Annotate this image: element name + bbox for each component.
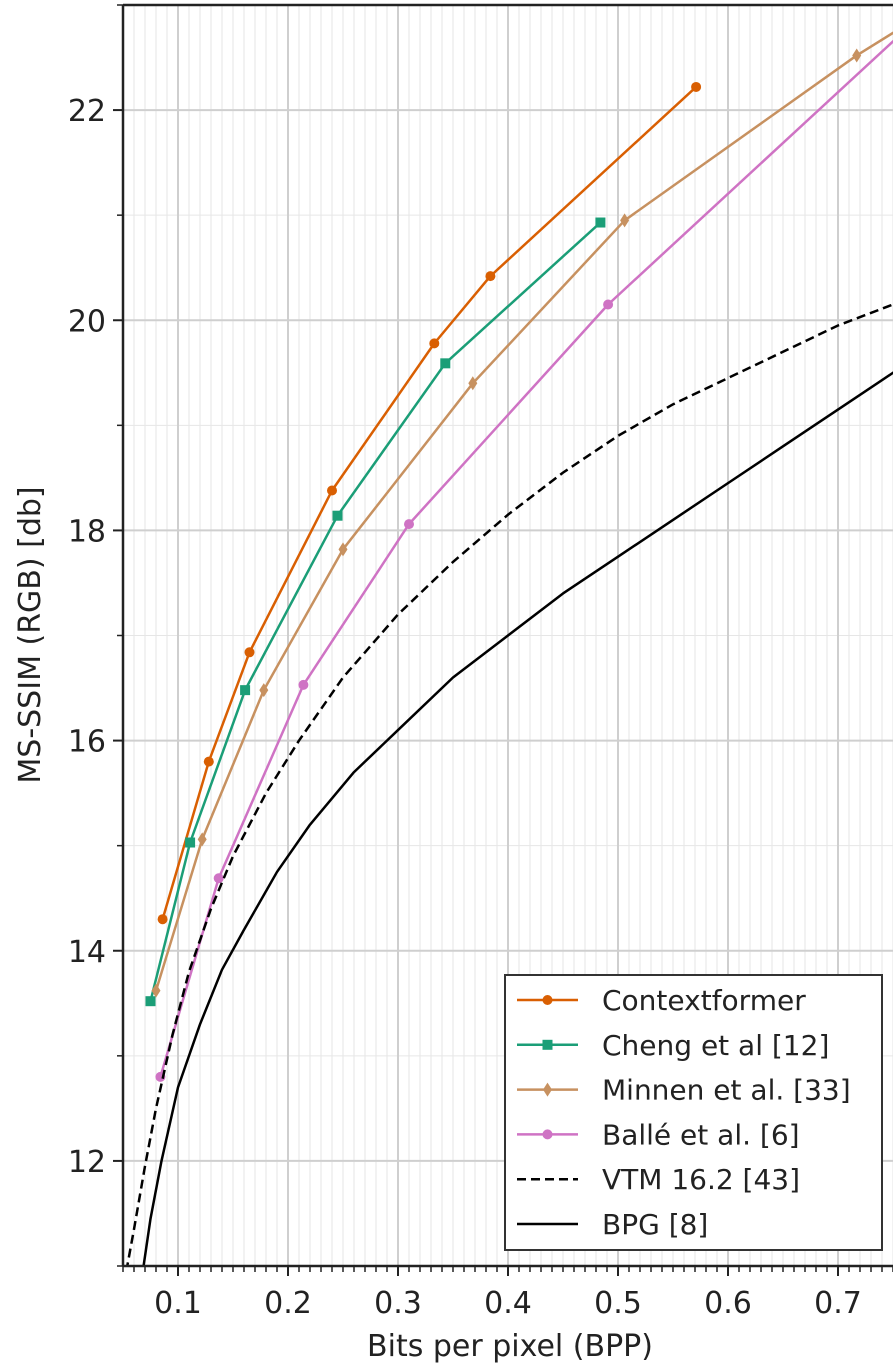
legend-label-1: Cheng et al [12] <box>602 1029 829 1062</box>
series-point-3 <box>213 873 224 884</box>
y-tick-label: 18 <box>68 514 106 549</box>
legend-frame <box>504 974 883 1251</box>
series-line-4 <box>125 303 893 1266</box>
series-point-1 <box>332 510 343 521</box>
y-tick-label: 20 <box>68 304 106 339</box>
series-point-1 <box>145 996 156 1007</box>
series-point-2 <box>852 48 862 63</box>
legend-marker-1 <box>542 1039 553 1050</box>
series-point-0 <box>485 271 496 282</box>
x-axis-title: Bits per pixel (BPP) <box>367 1329 653 1364</box>
y-tick-label: 14 <box>68 935 106 970</box>
series-point-0 <box>203 756 214 767</box>
series-point-1 <box>440 358 451 369</box>
series-point-0 <box>157 914 168 925</box>
series-point-0 <box>244 647 255 658</box>
series-point-0 <box>429 338 440 349</box>
series-line-5 <box>142 371 893 1266</box>
series-point-1 <box>240 685 251 696</box>
series-point-2 <box>620 213 630 228</box>
legend-label-3: Ballé et al. [6] <box>602 1118 800 1151</box>
y-tick-label: 12 <box>68 1145 106 1180</box>
legend-label-4: VTM 16.2 [43] <box>602 1163 800 1196</box>
x-tick-label: 0.7 <box>814 1286 862 1321</box>
series-line-2 <box>154 31 893 992</box>
series-point-3 <box>404 519 414 530</box>
series-point-0 <box>691 81 702 92</box>
x-tick-label: 0.6 <box>704 1286 752 1321</box>
legend-label-0: Contextformer <box>602 984 806 1017</box>
series-point-3 <box>603 299 614 310</box>
legend-marker-3 <box>542 1129 553 1140</box>
x-tick-label: 0.2 <box>264 1286 312 1321</box>
series-point-2 <box>259 683 269 698</box>
series-point-2 <box>151 983 161 998</box>
x-tick-label: 0.4 <box>484 1286 532 1321</box>
legend: Contextformer Cheng et al [12] Minnen et a… <box>504 974 883 1251</box>
legend-label-2: Minnen et al. [33] <box>602 1074 851 1107</box>
y-tick-label: 22 <box>68 94 106 129</box>
legend-marker-2 <box>543 1082 552 1097</box>
ticks: 0.1 0.2 0.3 0.4 0.5 0.6 0.7 12 14 16 18 20 22 <box>68 4 893 1321</box>
series-point-2 <box>197 832 207 847</box>
series-point-2 <box>338 542 348 557</box>
x-tick-label: 0.5 <box>594 1286 642 1321</box>
series-point-1 <box>185 837 196 848</box>
series-point-2 <box>468 376 478 391</box>
y-axis-title: MS-SSIM (RGB) [db] <box>13 486 48 783</box>
legend-marker-0 <box>542 995 553 1005</box>
y-tick-label: 16 <box>68 725 106 760</box>
series-line-1 <box>149 221 602 1002</box>
series-point-3 <box>298 679 309 690</box>
series-point-0 <box>327 485 337 496</box>
series-point-1 <box>595 217 606 228</box>
legend-label-5: BPG [8] <box>602 1208 708 1241</box>
series-layer <box>125 31 893 1266</box>
x-tick-label: 0.1 <box>154 1286 202 1321</box>
x-tick-label: 0.3 <box>374 1286 422 1321</box>
